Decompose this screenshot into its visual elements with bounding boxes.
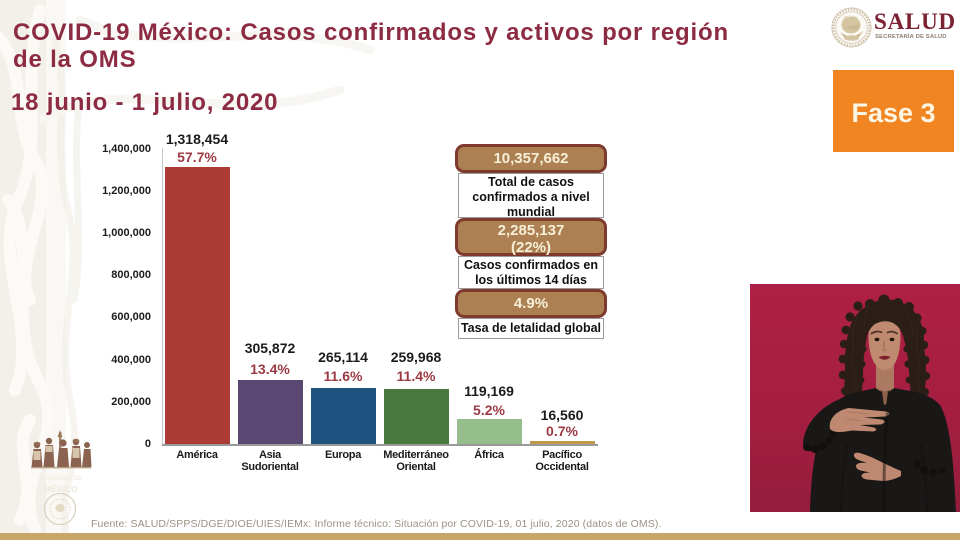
svg-text:MÉXICO: MÉXICO [44, 484, 78, 494]
svg-text:GOBIERNO DE: GOBIERNO DE [40, 476, 83, 482]
